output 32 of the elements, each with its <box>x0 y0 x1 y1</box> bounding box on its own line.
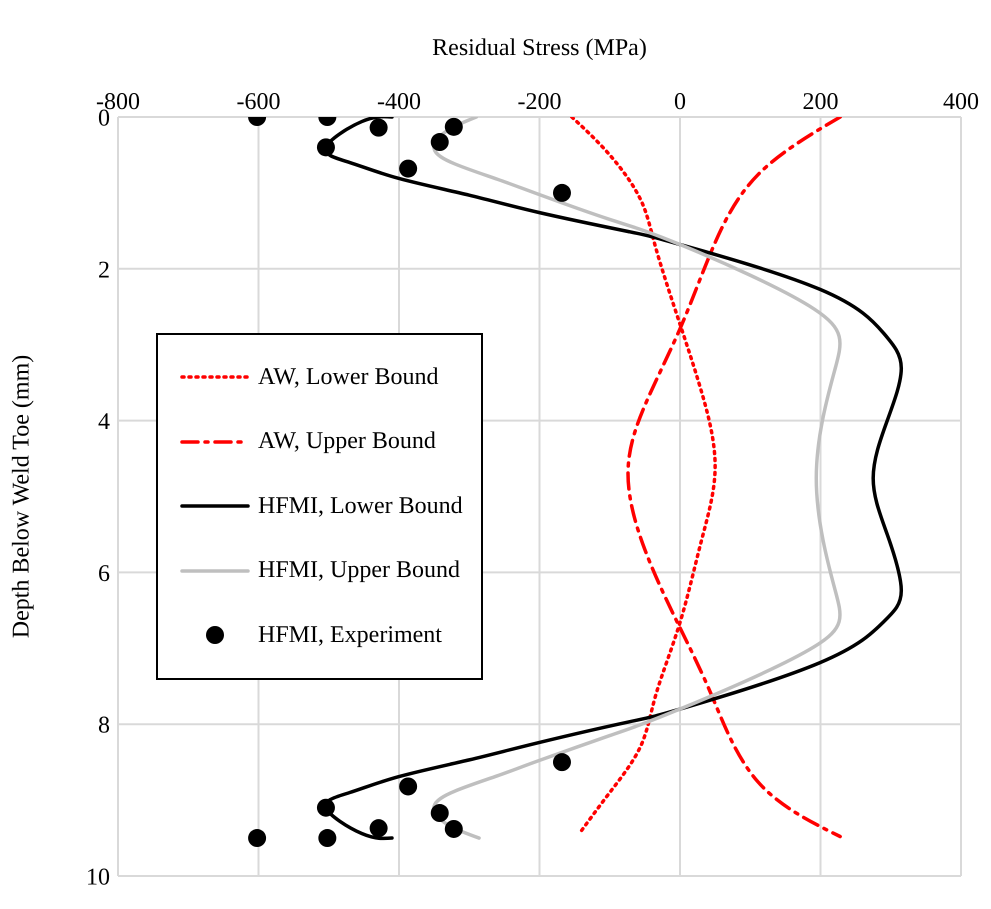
y-tick-label: 2 <box>98 257 110 284</box>
point <box>399 160 418 178</box>
x-tick-label: -400 <box>377 89 421 115</box>
legend-label: HFMI, Upper Bound <box>258 557 460 584</box>
x-tick-label: 400 <box>943 89 979 115</box>
point <box>552 184 571 202</box>
x-tick-label: -200 <box>518 89 562 115</box>
y-tick-label: 6 <box>98 560 110 587</box>
legend-label: HFMI, Experiment <box>258 622 442 649</box>
y-tick-label: 8 <box>98 712 110 739</box>
x-tick-label: -600 <box>236 89 280 115</box>
point <box>444 820 463 838</box>
point <box>552 753 571 772</box>
point <box>316 798 335 817</box>
y-tick-label: 4 <box>98 409 110 436</box>
y-tick-label: 10 <box>86 864 110 891</box>
legend-label: AW, Upper Bound <box>258 428 436 456</box>
y-axis-title: Depth Below Weld Toe (mm) <box>8 354 35 638</box>
point <box>399 777 418 796</box>
x-axis-title: Residual Stress (MPa) <box>432 35 647 61</box>
point <box>430 133 449 152</box>
legend-label: HFMI, Lower Bound <box>258 492 463 520</box>
point <box>370 819 388 838</box>
point <box>248 829 266 848</box>
x-tick-label: 200 <box>802 89 838 115</box>
point <box>444 118 463 136</box>
point <box>318 829 336 848</box>
x-tick-label: 0 <box>674 89 686 115</box>
point <box>370 118 388 137</box>
point <box>316 138 335 156</box>
legend-label: AW, Lower Bound <box>258 364 439 391</box>
point <box>430 804 449 822</box>
